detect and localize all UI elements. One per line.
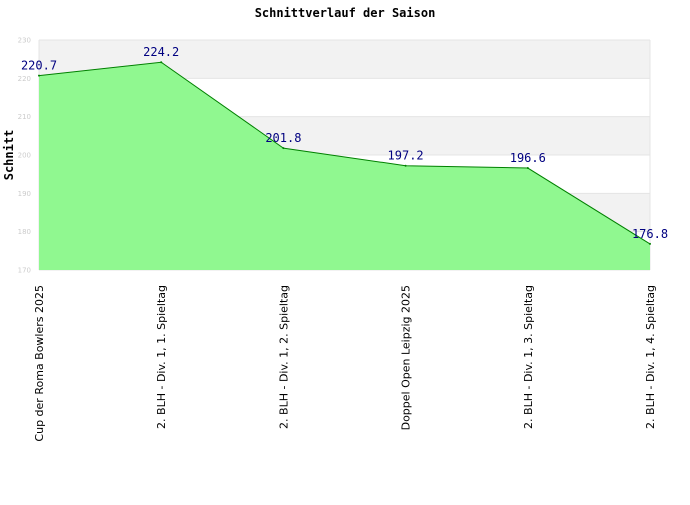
data-point bbox=[282, 147, 285, 150]
y-tick-labels: 170 180 190 200 210 220 230 bbox=[18, 37, 31, 275]
y-axis-label: Schnitt bbox=[2, 130, 16, 181]
data-point bbox=[160, 61, 163, 64]
data-label: 201.8 bbox=[265, 131, 301, 145]
data-label: 196.6 bbox=[510, 151, 546, 165]
data-label: 220.7 bbox=[21, 59, 57, 73]
data-point bbox=[526, 167, 529, 170]
data-point bbox=[404, 164, 407, 167]
x-tick-label: 2. BLH - Div. 1, 1. Spieltag bbox=[155, 285, 168, 429]
area-series bbox=[38, 61, 651, 271]
x-tick-label: Cup der Roma Bowlers 2025 bbox=[33, 285, 46, 442]
x-tick-label: 2. BLH - Div. 1, 4. Spieltag bbox=[644, 285, 657, 429]
y-tick-label: 220 bbox=[18, 75, 31, 83]
chart-title: Schnittverlauf der Saison bbox=[255, 6, 436, 20]
data-label: 224.2 bbox=[143, 45, 179, 59]
data-label: 176.8 bbox=[632, 227, 668, 241]
data-labels: 220.7 224.2 201.8 197.2 196.6 176.8 bbox=[21, 45, 668, 241]
y-tick-label: 170 bbox=[18, 267, 31, 275]
y-tick-label: 200 bbox=[18, 152, 31, 160]
y-tick-label: 210 bbox=[18, 113, 31, 121]
x-tick-label: 2. BLH - Div. 1, 2. Spieltag bbox=[277, 285, 290, 429]
data-point bbox=[38, 74, 40, 77]
y-tick-label: 180 bbox=[18, 228, 31, 236]
x-tick-labels: Cup der Roma Bowlers 2025 2. BLH - Div. 1… bbox=[33, 285, 657, 442]
data-label: 197.2 bbox=[388, 149, 424, 163]
y-tick-label: 190 bbox=[18, 190, 31, 198]
y-tick-label: 230 bbox=[18, 37, 31, 45]
x-tick-label: Doppel Open Leipzig 2025 bbox=[400, 285, 413, 430]
area-fill bbox=[39, 62, 650, 271]
x-tick-label: 2. BLH - Div. 1, 3. Spieltag bbox=[522, 285, 535, 429]
data-point bbox=[649, 242, 651, 245]
series-line bbox=[38, 61, 651, 245]
